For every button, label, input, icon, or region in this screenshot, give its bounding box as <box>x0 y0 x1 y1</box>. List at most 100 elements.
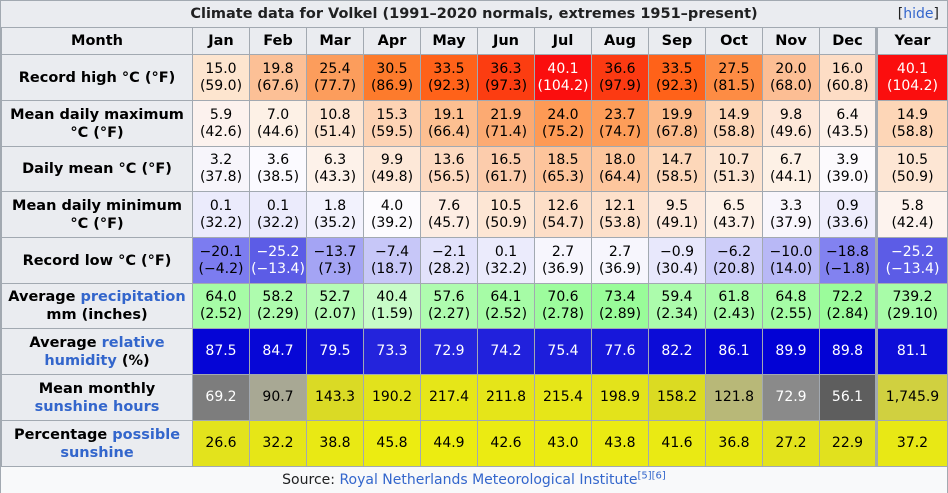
cell-value: 24.0 <box>547 106 579 123</box>
cell-value: 57.6 <box>433 289 465 305</box>
hide-toggle[interactable]: [hide] <box>897 6 939 22</box>
cell-value: 10.5 <box>896 152 929 168</box>
hide-link[interactable]: hide <box>903 6 934 22</box>
year-value-cell: 10.5 (50.9) <box>875 146 948 192</box>
cell-value-fahrenheit: (1.59) <box>370 306 414 322</box>
cell-value-fahrenheit: (28.2) <box>427 260 471 277</box>
cell-value: 38.8 <box>319 435 351 451</box>
cell-value: 84.7 <box>262 343 294 359</box>
cell-value-fahrenheit: (51.3) <box>712 169 756 185</box>
value-cell: 190.2 <box>363 374 421 421</box>
value-cell: 7.0 (44.6) <box>249 100 307 147</box>
value-cell: 6.7 (44.1) <box>762 146 820 192</box>
value-cell: 41.6 <box>648 420 706 467</box>
value-cell: 16.0 (60.8) <box>819 54 877 101</box>
cell-value-fahrenheit: (2.52) <box>199 306 243 322</box>
cell-value-fahrenheit: (38.5) <box>256 169 300 185</box>
climate-table: Month Jan Feb Mar Apr May Jun Jul Aug Sep Oct Nov D… <box>1 27 948 467</box>
value-cell: 25.4 (77.7) <box>306 54 364 101</box>
cell-value-fahrenheit: (42.4) <box>891 214 934 231</box>
cell-value: 9.8 <box>779 106 803 123</box>
value-cell: 12.6 (54.7) <box>534 191 592 238</box>
cell-value: 73.4 <box>604 289 636 305</box>
cell-value: 77.6 <box>604 343 636 359</box>
cell-value: 5.9 <box>209 106 233 123</box>
table-row: Average relative humidity (%) 87.5 84.7 79.… <box>1 328 948 375</box>
cell-value-fahrenheit: (58.8) <box>891 123 934 140</box>
cell-value: 211.8 <box>485 389 527 405</box>
value-cell: −20.1 (−4.2) <box>192 237 250 284</box>
cell-value: 75.4 <box>547 343 579 359</box>
cell-value: 59.4 <box>661 289 693 305</box>
value-cell: 57.6 (2.27) <box>420 283 478 329</box>
cell-value-fahrenheit: (61.7) <box>484 169 528 185</box>
row-label-link[interactable]: precipitation <box>80 289 186 305</box>
reference-5[interactable]: [5] <box>637 470 652 482</box>
cell-value-fahrenheit: (36.9) <box>541 260 585 277</box>
value-cell: −7.4 (18.7) <box>363 237 421 284</box>
cell-value-fahrenheit: (−13.4) <box>885 260 940 277</box>
value-cell: 211.8 <box>477 374 535 421</box>
row-label-text: Average <box>8 289 81 305</box>
reference-6[interactable]: [6] <box>651 470 666 482</box>
value-cell: 22.9 <box>819 420 877 467</box>
cell-value: 4.0 <box>380 197 404 214</box>
cell-value: 72.9 <box>775 389 807 405</box>
cell-value-fahrenheit: (65.3) <box>541 169 585 185</box>
value-cell: −0.9 (30.4) <box>648 237 706 284</box>
value-cell: 77.6 <box>591 328 649 375</box>
cell-value: 27.2 <box>775 435 807 451</box>
cell-value-fahrenheit: (−13.4) <box>251 260 305 277</box>
month-header-mar: Mar <box>306 27 364 55</box>
cell-value: 37.2 <box>896 435 929 451</box>
cell-value: 21.9 <box>490 106 522 123</box>
cell-value: 15.0 <box>205 60 237 77</box>
cell-value: 40.4 <box>376 289 408 305</box>
cell-value: 27.5 <box>718 60 750 77</box>
value-cell: 10.8 (51.4) <box>306 100 364 147</box>
cell-value: 64.1 <box>490 289 522 305</box>
cell-value: 61.8 <box>718 289 750 305</box>
cell-value: 43.0 <box>547 435 579 451</box>
cell-value: 190.2 <box>371 389 413 405</box>
cell-value: 6.3 <box>323 152 347 168</box>
value-cell: 75.4 <box>534 328 592 375</box>
cell-value: 64.8 <box>775 289 807 305</box>
row-label-link[interactable]: sunshine hours <box>34 398 160 415</box>
cell-value-fahrenheit: (35.2) <box>313 214 357 231</box>
value-cell: 15.0 (59.0) <box>192 54 250 101</box>
value-cell: −13.7 (7.3) <box>306 237 364 284</box>
value-cell: 3.3 (37.9) <box>762 191 820 238</box>
value-cell: 90.7 <box>249 374 307 421</box>
header-row: Month Jan Feb Mar Apr May Jun Jul Aug Sep Oct Nov D… <box>1 27 948 55</box>
cell-value: 14.7 <box>661 152 693 168</box>
cell-value: 18.5 <box>547 152 579 168</box>
row-label: Percentage possible sunshine <box>1 420 193 467</box>
cell-value: 158.2 <box>656 389 698 405</box>
cell-value-fahrenheit: (7.3) <box>318 260 352 277</box>
cell-value: 89.8 <box>831 343 864 359</box>
year-value-cell: −25.2 (−13.4) <box>875 237 948 284</box>
cell-value-fahrenheit: (−4.2) <box>198 260 244 277</box>
value-cell: 56.1 <box>819 374 877 421</box>
cell-value-fahrenheit: (33.6) <box>826 214 869 231</box>
cell-value-fahrenheit: (56.5) <box>427 169 471 185</box>
value-cell: 43.0 <box>534 420 592 467</box>
cell-value-fahrenheit: (37.9) <box>769 214 813 231</box>
value-cell: 73.4 (2.89) <box>591 283 649 329</box>
cell-value-fahrenheit: (44.6) <box>256 123 300 140</box>
row-label-link[interactable]: possible sunshine <box>60 426 181 461</box>
value-cell: 2.7 (36.9) <box>591 237 649 284</box>
source-link[interactable]: Royal Netherlands Meteorological Institu… <box>339 472 638 488</box>
value-cell: −10.0 (14.0) <box>762 237 820 284</box>
table-title: Climate data for Volkel (1991–2020 norma… <box>190 6 758 22</box>
cell-value: 33.5 <box>433 60 465 77</box>
cell-value: −18.8 <box>826 243 869 260</box>
cell-value: 23.7 <box>604 106 636 123</box>
cell-value-fahrenheit: (75.2) <box>541 123 585 140</box>
row-label-link[interactable]: relative humidity <box>44 334 165 369</box>
value-cell: 10.7 (51.3) <box>705 146 763 192</box>
cell-value-fahrenheit: (32.2) <box>199 214 243 231</box>
table-row: Average precipitation mm (inches) 64.0 (2.… <box>1 283 948 329</box>
value-cell: 27.2 <box>762 420 820 467</box>
